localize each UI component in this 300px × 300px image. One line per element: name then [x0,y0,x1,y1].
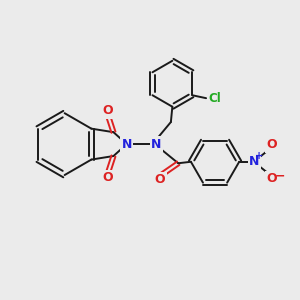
Text: Cl: Cl [208,92,221,105]
Text: N: N [249,155,260,168]
Text: O: O [266,138,277,151]
Text: −: − [274,170,285,183]
Text: O: O [266,172,277,185]
Text: +: + [256,152,264,161]
Text: N: N [151,138,161,151]
Text: O: O [103,171,113,184]
Text: O: O [155,173,165,186]
Text: O: O [103,104,113,117]
Text: N: N [122,138,132,151]
